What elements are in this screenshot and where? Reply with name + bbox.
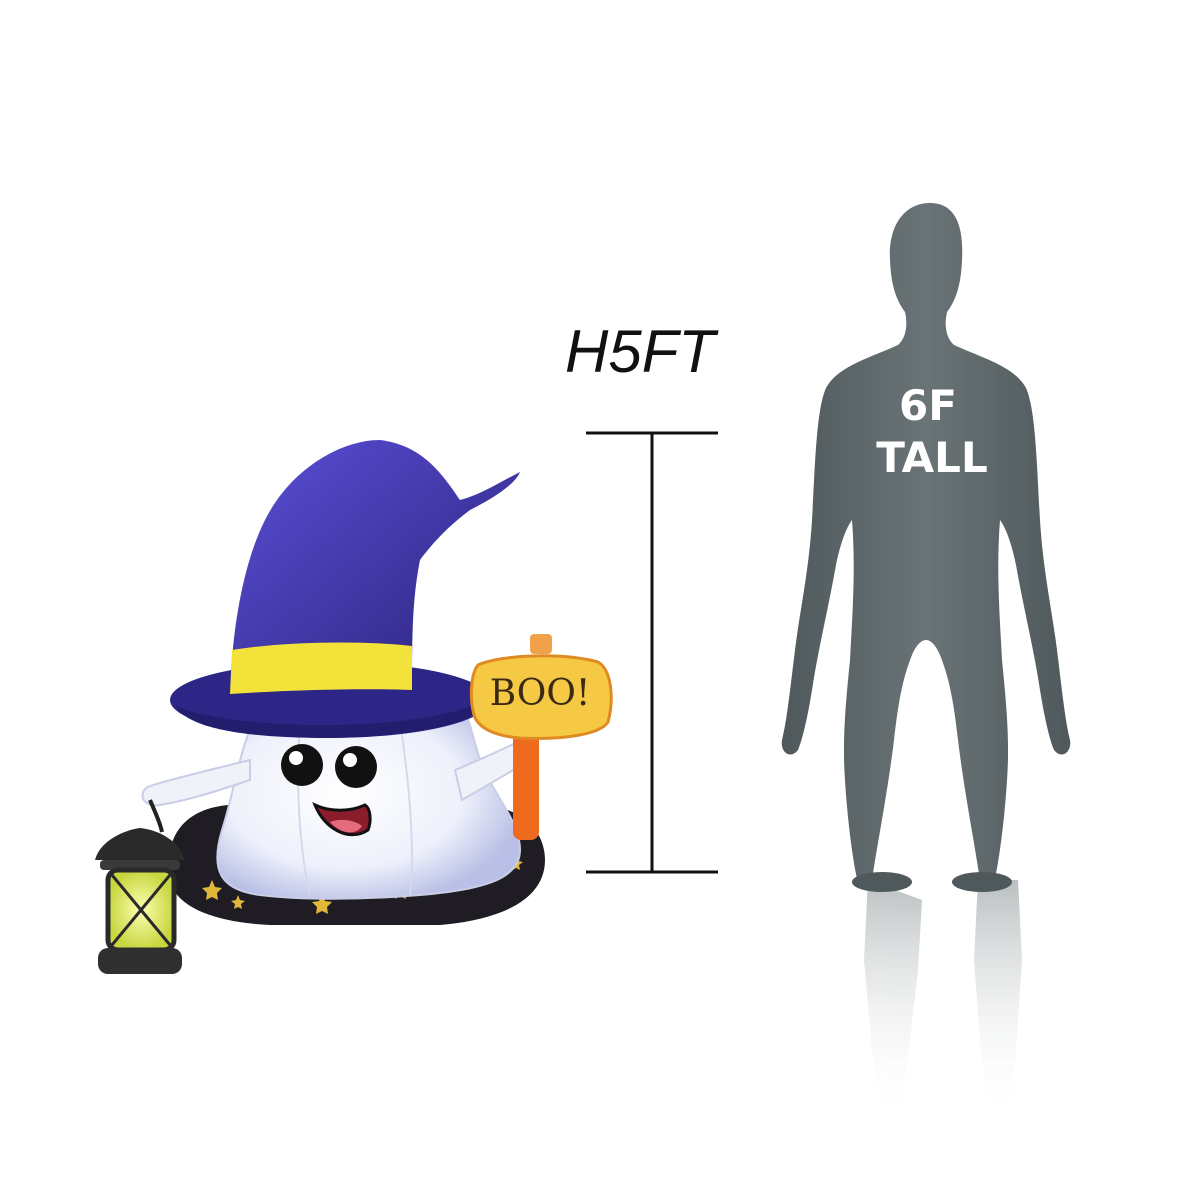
- person-body: [781, 203, 1071, 880]
- hat-crown: [230, 440, 520, 690]
- height-scale: H5FT: [565, 318, 719, 874]
- ghost-inflatable: BOO!: [95, 440, 613, 974]
- person-left-foot: [852, 872, 912, 892]
- person-reflection: [864, 880, 1022, 1120]
- hat-band: [230, 642, 412, 694]
- lantern-icon: [95, 799, 185, 974]
- sign-text: BOO!: [490, 673, 591, 714]
- ghost-left-eye: [281, 744, 323, 786]
- height-label: H5FT: [565, 318, 719, 385]
- sign-post: [513, 720, 539, 840]
- boo-sign: BOO!: [469, 634, 613, 840]
- person-label-line2: TALL: [876, 433, 987, 482]
- sign-board: [469, 654, 613, 740]
- person-label-line1: 6F: [899, 381, 957, 430]
- ghost-left-arm: [141, 758, 251, 807]
- ghost-face: [281, 744, 377, 837]
- person-silhouette: 6F TALL: [781, 203, 1071, 1120]
- ghost-right-eye: [335, 746, 377, 788]
- person-right-foot: [952, 872, 1012, 892]
